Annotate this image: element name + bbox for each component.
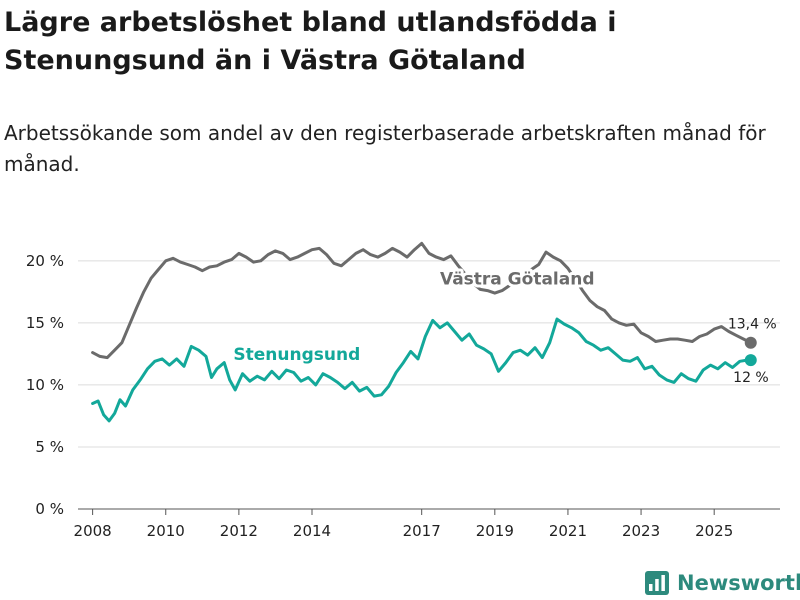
series-labels: Västra Götaland Stenungsund 13,4 % 12 % [230,266,777,386]
y-tick-label: 15 % [26,314,64,332]
y-tick-label: 20 % [26,252,64,270]
x-tick-label: 2021 [549,522,587,540]
x-tick-label: 2023 [622,522,660,540]
x-axis: 2008 2010 2012 2014 2017 2019 2021 2023 2025 [74,509,733,540]
end-value-stenungsund: 12 % [733,370,769,386]
x-tick-label: 2017 [403,522,441,540]
series-label-stenungsund: Stenungsund [233,345,360,365]
x-tick-label: 2014 [293,522,331,540]
bar-chart-icon [645,571,669,595]
end-point-stenungsund [744,354,757,367]
y-axis-ticks: 0 % 5 % 10 % 15 % 20 % [26,252,64,518]
y-tick-label: 0 % [35,500,64,518]
y-tick-label: 10 % [26,376,64,394]
newsworthy-logo[interactable]: Newsworthy [645,568,800,598]
brand-name: Newsworthy [677,571,800,595]
series-line-v-stra-g-taland [91,241,753,360]
series-line-stenungsund [91,317,753,423]
series-label-vastra-gotaland: Västra Götaland [440,269,595,289]
series-lines [91,241,757,423]
x-tick-label: 2012 [220,522,258,540]
x-tick-label: 2008 [74,522,112,540]
x-tick-label: 2025 [695,522,733,540]
y-tick-label: 5 % [35,438,64,456]
chart-subtitle: Arbetssökande som andel av den registerb… [4,121,766,176]
end-value-vastra-gotaland: 13,4 % [728,317,777,333]
end-point-v-stra-g-taland [744,336,757,349]
x-tick-label: 2010 [147,522,185,540]
x-tick-label: 2019 [476,522,514,540]
gridlines [78,260,780,510]
chart-title: Lägre arbetslöshet bland utlandsfödda i … [4,7,617,76]
